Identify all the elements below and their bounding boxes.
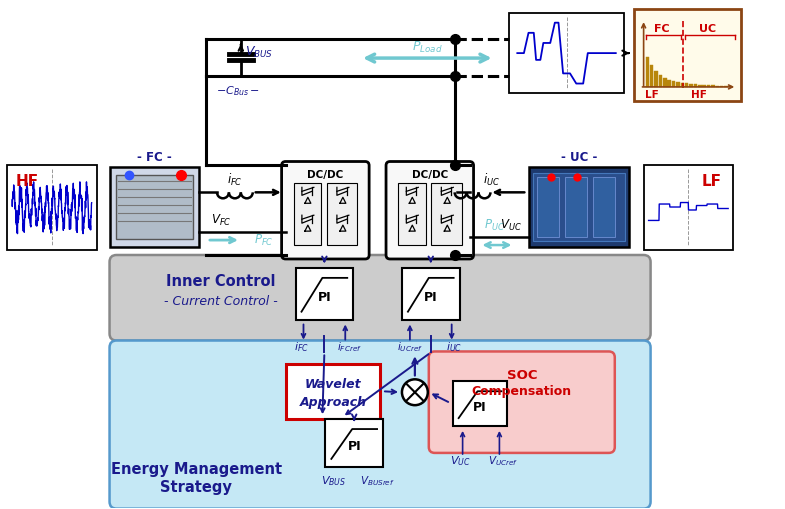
- Text: $V_{UCref}$: $V_{UCref}$: [488, 454, 519, 468]
- Bar: [593, 178, 615, 237]
- Text: SOC: SOC: [506, 369, 537, 382]
- Text: - FC -: - FC -: [137, 151, 172, 164]
- Text: PI: PI: [424, 291, 437, 304]
- Bar: [325, 419, 383, 467]
- Bar: [537, 178, 559, 237]
- Bar: [509, 13, 624, 93]
- Bar: [286, 364, 380, 419]
- Bar: [689, 84, 693, 87]
- Text: HF: HF: [692, 90, 707, 100]
- Text: Compensation: Compensation: [472, 385, 571, 398]
- Bar: [650, 65, 653, 87]
- Text: FC: FC: [654, 24, 670, 34]
- Bar: [295, 268, 353, 320]
- FancyBboxPatch shape: [429, 352, 615, 453]
- Text: HF: HF: [16, 174, 38, 189]
- Bar: [327, 183, 357, 245]
- Bar: [294, 183, 321, 245]
- Bar: [720, 86, 724, 87]
- Circle shape: [402, 379, 428, 405]
- Bar: [725, 86, 728, 87]
- Text: DC/DC: DC/DC: [411, 171, 448, 180]
- Text: $V_{FC}$: $V_{FC}$: [211, 213, 232, 228]
- Bar: [672, 81, 675, 87]
- Bar: [432, 183, 462, 245]
- Text: PI: PI: [318, 291, 331, 304]
- Text: LF: LF: [701, 174, 721, 189]
- Text: - UC -: - UC -: [560, 151, 597, 164]
- Bar: [655, 71, 658, 87]
- FancyBboxPatch shape: [282, 161, 369, 259]
- Text: Wavelet: Wavelet: [305, 378, 361, 391]
- Text: $i_{UC}$: $i_{UC}$: [483, 173, 500, 188]
- Bar: [110, 167, 199, 247]
- Bar: [676, 82, 680, 87]
- Text: $i_{FCref}$: $i_{FCref}$: [337, 341, 362, 354]
- Bar: [716, 86, 719, 87]
- Bar: [685, 83, 688, 87]
- Text: Energy Management: Energy Management: [111, 462, 282, 477]
- Bar: [7, 165, 97, 250]
- Bar: [703, 85, 706, 87]
- Bar: [633, 9, 741, 101]
- Bar: [529, 167, 629, 247]
- Text: $V_{UC}$: $V_{UC}$: [499, 218, 521, 233]
- Text: $P_{FC}$: $P_{FC}$: [254, 233, 273, 248]
- Text: $V_{BUSref}$: $V_{BUSref}$: [360, 474, 395, 488]
- Bar: [681, 83, 684, 87]
- Text: LF: LF: [644, 90, 659, 100]
- Text: $V_{BUS}$: $V_{BUS}$: [245, 45, 273, 60]
- Bar: [706, 86, 710, 87]
- FancyBboxPatch shape: [110, 255, 651, 341]
- Text: $V_{UC}$: $V_{UC}$: [451, 454, 471, 468]
- Text: PI: PI: [348, 440, 361, 454]
- Bar: [645, 57, 649, 87]
- Bar: [533, 174, 625, 241]
- FancyBboxPatch shape: [110, 341, 651, 508]
- Text: Approach: Approach: [299, 395, 367, 409]
- Text: $P_{Load}$: $P_{Load}$: [412, 40, 444, 54]
- Text: PI: PI: [473, 401, 487, 414]
- Text: $V_{BUS}$: $V_{BUS}$: [320, 474, 346, 488]
- Bar: [711, 86, 714, 87]
- Bar: [698, 85, 702, 87]
- Text: DC/DC: DC/DC: [307, 171, 344, 180]
- Text: $i_{FC}$: $i_{FC}$: [227, 173, 243, 188]
- Bar: [398, 183, 425, 245]
- Text: $P_{UC}$: $P_{UC}$: [484, 218, 506, 233]
- Text: Inner Control: Inner Control: [166, 274, 276, 289]
- Bar: [659, 75, 663, 87]
- Bar: [115, 176, 193, 239]
- FancyBboxPatch shape: [386, 161, 473, 259]
- Text: - Current Control -: - Current Control -: [164, 295, 278, 308]
- Text: $i_{FC}$: $i_{FC}$: [294, 341, 309, 354]
- Bar: [663, 78, 666, 87]
- Bar: [453, 381, 507, 426]
- Text: UC: UC: [699, 24, 716, 34]
- Bar: [728, 86, 732, 87]
- Text: $- C_{Bus} -$: $- C_{Bus} -$: [216, 84, 260, 98]
- Bar: [402, 268, 460, 320]
- Bar: [565, 178, 587, 237]
- Bar: [667, 80, 671, 87]
- Text: $i_{UC}$: $i_{UC}$: [446, 341, 462, 354]
- Bar: [644, 165, 733, 250]
- Text: $i_{UCref}$: $i_{UCref}$: [396, 341, 423, 354]
- Text: Strategy: Strategy: [160, 480, 232, 495]
- Bar: [694, 84, 697, 87]
